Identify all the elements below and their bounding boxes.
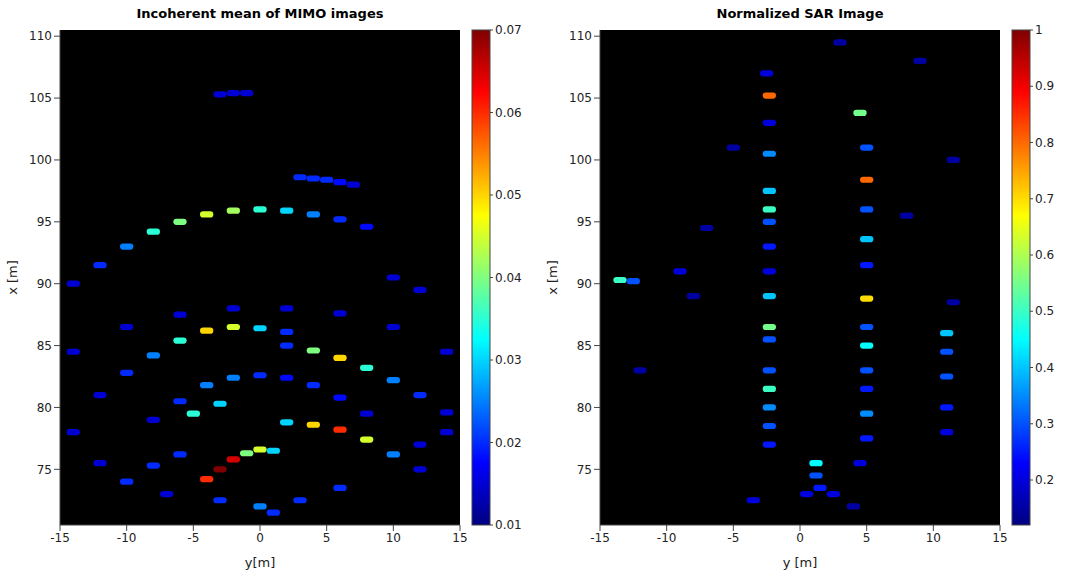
svg-text:10: 10: [926, 531, 941, 545]
svg-text:90: 90: [577, 277, 592, 291]
svg-text:x [m]: x [m]: [545, 260, 560, 295]
html-text:Normalized SAR Image: Normalized SAR Image: [716, 6, 884, 21]
svg-text:-10: -10: [657, 531, 677, 545]
svg-text:0.5: 0.5: [1035, 304, 1054, 318]
svg-text:90: 90: [37, 277, 52, 291]
svg-text:0.6: 0.6: [1035, 248, 1054, 262]
svg-text:15: 15: [452, 531, 467, 545]
svg-text:80: 80: [37, 401, 52, 415]
svg-text:95: 95: [577, 215, 592, 229]
svg-text:0.03: 0.03: [495, 353, 522, 367]
svg-text:0.05: 0.05: [495, 188, 522, 202]
svg-text:0.02: 0.02: [495, 436, 522, 450]
svg-text:100: 100: [29, 153, 52, 167]
svg-text:85: 85: [37, 339, 52, 353]
svg-text:x [m]: x [m]: [5, 260, 20, 295]
svg-text:0.9: 0.9: [1035, 79, 1054, 93]
svg-text:-15: -15: [50, 531, 70, 545]
svg-text:-15: -15: [590, 531, 610, 545]
svg-text:110: 110: [29, 29, 52, 43]
svg-text:5: 5: [323, 531, 331, 545]
svg-text:0.01: 0.01: [495, 518, 522, 532]
svg-text:y [m]: y [m]: [783, 555, 818, 570]
svg-text:0.06: 0.06: [495, 106, 522, 120]
svg-text:95: 95: [37, 215, 52, 229]
svg-text:0.04: 0.04: [495, 271, 522, 285]
svg-text:110: 110: [569, 29, 592, 43]
svg-text:15: 15: [992, 531, 1007, 545]
svg-text:0.2: 0.2: [1035, 473, 1054, 487]
svg-text:1: 1: [1035, 23, 1043, 37]
svg-text:100: 100: [569, 153, 592, 167]
svg-text:105: 105: [569, 91, 592, 105]
svg-text:0.07: 0.07: [495, 23, 522, 37]
svg-text:0.4: 0.4: [1035, 361, 1054, 375]
svg-text:75: 75: [37, 463, 52, 477]
svg-text:0.7: 0.7: [1035, 192, 1054, 206]
svg-text:-5: -5: [727, 531, 739, 545]
svg-text:5: 5: [863, 531, 871, 545]
svg-text:-5: -5: [187, 531, 199, 545]
svg-text:0.8: 0.8: [1035, 136, 1054, 150]
svg-text:75: 75: [577, 463, 592, 477]
svg-text:80: 80: [577, 401, 592, 415]
svg-text:y[m]: y[m]: [245, 555, 276, 570]
svg-text:-10: -10: [117, 531, 137, 545]
svg-text:85: 85: [577, 339, 592, 353]
svg-text:105: 105: [29, 91, 52, 105]
svg-text:0: 0: [796, 531, 804, 545]
svg-text:10: 10: [386, 531, 401, 545]
svg-text:0: 0: [256, 531, 264, 545]
svg-text:0.3: 0.3: [1035, 417, 1054, 431]
html-text:Incoherent mean of MIMO images: Incoherent mean of MIMO images: [136, 6, 384, 21]
